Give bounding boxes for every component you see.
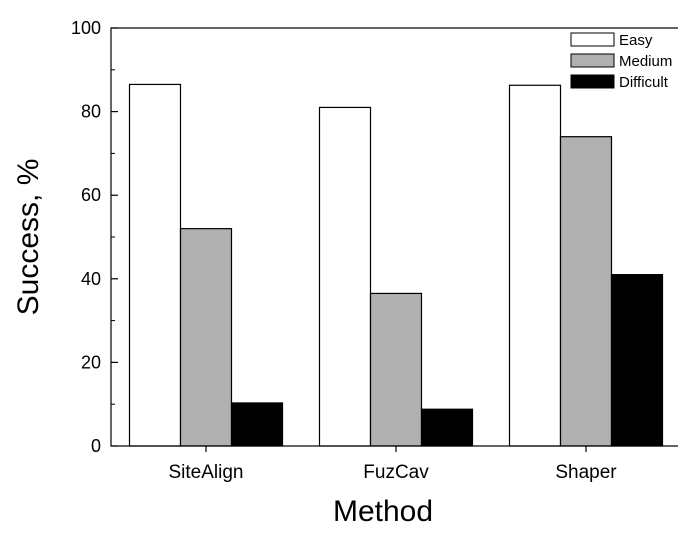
bar-easy-sitealign xyxy=(128,83,182,447)
bar-difficult-fuzcav xyxy=(420,408,474,447)
y-tick-label: 0 xyxy=(91,436,101,456)
bar-medium-shaper xyxy=(559,136,613,447)
legend-swatch-medium xyxy=(570,53,615,68)
bar-difficult-shaper xyxy=(610,274,664,447)
bar-easy-shaper xyxy=(508,84,562,447)
legend-swatch-difficult xyxy=(570,74,615,89)
bars-layer xyxy=(128,83,664,447)
legend-swatch-easy xyxy=(570,32,615,47)
y-tick-label: 40 xyxy=(81,269,101,289)
bar-difficult-sitealign xyxy=(230,402,284,447)
y-tick-label: 60 xyxy=(81,185,101,205)
legend: Easy Medium Difficult xyxy=(570,32,672,91)
legend-label: Medium xyxy=(619,53,672,70)
y-tick-label: 100 xyxy=(71,18,101,38)
x-tick-label: Shaper xyxy=(555,462,617,483)
x-axis-label: Method xyxy=(333,495,433,528)
y-axis: 0 20 40 60 80 100 xyxy=(71,18,118,456)
x-tick-label: FuzCav xyxy=(363,462,429,483)
y-axis-label: Success, % xyxy=(12,159,45,316)
bar-medium-fuzcav xyxy=(369,292,423,447)
legend-label: Easy xyxy=(619,32,653,49)
bar-medium-sitealign xyxy=(179,228,233,447)
bar-easy-fuzcav xyxy=(318,106,372,447)
y-tick-label: 20 xyxy=(81,352,101,372)
y-tick-label: 80 xyxy=(81,102,101,122)
legend-label: Difficult xyxy=(619,74,669,91)
x-axis: SiteAlign FuzCav Shaper xyxy=(169,446,617,483)
x-tick-label: SiteAlign xyxy=(169,462,244,483)
